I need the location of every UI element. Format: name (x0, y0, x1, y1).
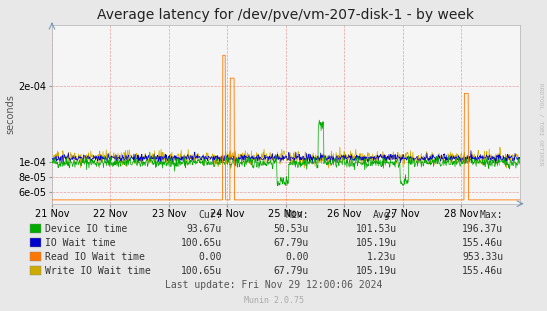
Text: 155.46u: 155.46u (462, 238, 503, 248)
Text: Write IO Wait time: Write IO Wait time (45, 266, 150, 276)
Text: 93.67u: 93.67u (187, 224, 222, 234)
Title: Average latency for /dev/pve/vm-207-disk-1 - by week: Average latency for /dev/pve/vm-207-disk… (97, 8, 474, 22)
Text: RRDTOOL / TOBI OETIKER: RRDTOOL / TOBI OETIKER (538, 83, 543, 166)
Text: Read IO Wait time: Read IO Wait time (45, 252, 145, 262)
Text: Munin 2.0.75: Munin 2.0.75 (243, 296, 304, 305)
Text: 196.37u: 196.37u (462, 224, 503, 234)
Text: Min:: Min: (286, 210, 309, 220)
Text: 67.79u: 67.79u (274, 266, 309, 276)
Text: 100.65u: 100.65u (181, 238, 222, 248)
Y-axis label: seconds: seconds (5, 94, 16, 134)
Text: 101.53u: 101.53u (356, 224, 397, 234)
Text: 50.53u: 50.53u (274, 224, 309, 234)
Text: Max:: Max: (480, 210, 503, 220)
Text: Cur:: Cur: (198, 210, 222, 220)
Text: Device IO time: Device IO time (45, 224, 127, 234)
Text: 105.19u: 105.19u (356, 266, 397, 276)
Text: 105.19u: 105.19u (356, 238, 397, 248)
Text: 100.65u: 100.65u (181, 266, 222, 276)
Text: 67.79u: 67.79u (274, 238, 309, 248)
Text: Last update: Fri Nov 29 12:00:06 2024: Last update: Fri Nov 29 12:00:06 2024 (165, 280, 382, 290)
Text: 0.00: 0.00 (198, 252, 222, 262)
Text: 0.00: 0.00 (286, 252, 309, 262)
Text: Avg:: Avg: (373, 210, 397, 220)
Text: IO Wait time: IO Wait time (45, 238, 115, 248)
Text: 953.33u: 953.33u (462, 252, 503, 262)
Text: 1.23u: 1.23u (367, 252, 397, 262)
Text: 155.46u: 155.46u (462, 266, 503, 276)
